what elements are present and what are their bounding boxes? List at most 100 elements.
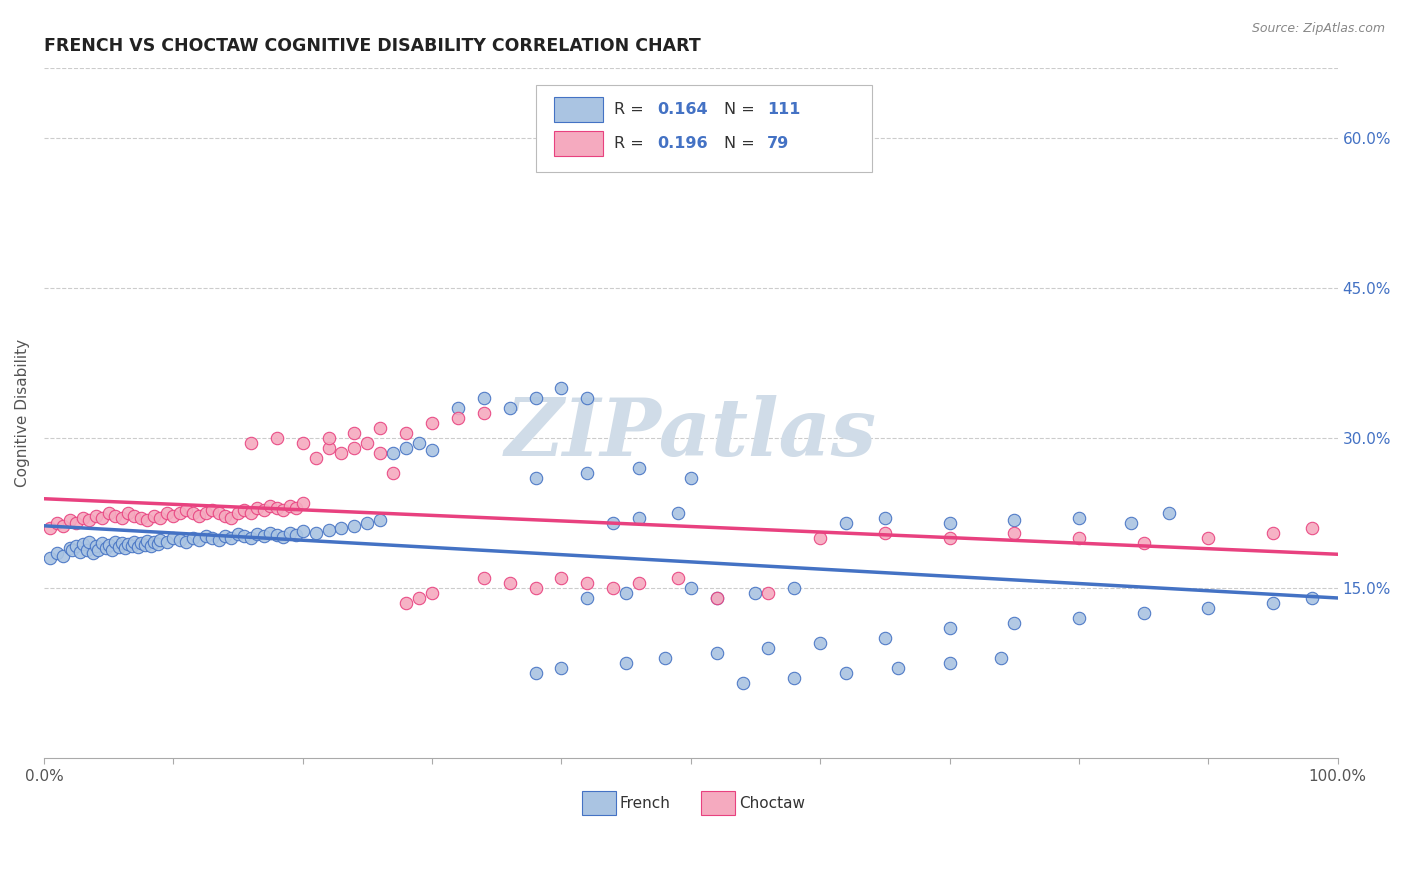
FancyBboxPatch shape (554, 131, 603, 156)
Point (253, 503, 276, 517)
Point (146, 537, 169, 551)
Point (134, 538, 156, 552)
Point (239, 436, 262, 450)
Point (990, 651, 1012, 665)
Point (278, 526, 301, 541)
Point (627, 511, 650, 525)
Point (666, 506, 689, 520)
Point (602, 516, 624, 530)
Point (602, 581, 624, 595)
Point (666, 571, 689, 585)
Point (291, 496, 314, 510)
Text: Source: ZipAtlas.com: Source: ZipAtlas.com (1251, 22, 1385, 36)
Point (97, 538, 120, 552)
Point (266, 528, 288, 542)
Point (174, 535, 197, 549)
Point (82, 546, 104, 560)
Point (91, 511, 114, 525)
Point (576, 576, 599, 591)
Point (938, 531, 960, 545)
Text: ZIPatlas: ZIPatlas (505, 395, 877, 473)
Point (330, 446, 353, 460)
Point (77, 513, 100, 527)
Point (835, 516, 858, 530)
Point (156, 506, 179, 520)
Point (744, 586, 766, 600)
Point (114, 541, 136, 556)
Point (72, 537, 94, 551)
Point (368, 421, 391, 435)
Point (127, 540, 149, 554)
Point (149, 511, 172, 525)
Point (271, 530, 294, 544)
Text: 111: 111 (768, 102, 800, 117)
Point (226, 506, 249, 520)
Point (304, 451, 326, 466)
Point (576, 591, 599, 606)
Point (938, 656, 960, 670)
Point (104, 509, 127, 524)
Point (214, 509, 236, 524)
Point (614, 586, 637, 600)
Point (221, 511, 243, 525)
Point (343, 519, 366, 533)
Point (524, 471, 547, 485)
Point (330, 521, 353, 535)
Point (524, 391, 547, 405)
Point (1002, 616, 1025, 631)
Y-axis label: Cognitive Disability: Cognitive Disability (15, 339, 30, 487)
Point (783, 581, 806, 595)
Point (214, 529, 236, 543)
Point (498, 401, 520, 416)
Point (614, 656, 637, 670)
Point (1119, 516, 1142, 530)
Point (1067, 611, 1090, 625)
Point (52, 519, 75, 533)
Point (110, 511, 132, 525)
Point (149, 533, 172, 548)
Point (266, 431, 288, 445)
Point (576, 466, 599, 480)
Point (938, 621, 960, 635)
Point (72, 511, 94, 525)
Point (382, 446, 405, 460)
Point (498, 576, 520, 591)
Point (239, 531, 262, 545)
Text: N =: N = (724, 102, 761, 117)
Text: 0.196: 0.196 (657, 136, 707, 152)
Point (124, 509, 146, 524)
Point (271, 503, 294, 517)
Point (69, 545, 91, 559)
Point (1197, 531, 1219, 545)
Point (524, 581, 547, 595)
Point (181, 531, 204, 545)
Point (356, 436, 378, 450)
Point (420, 443, 443, 458)
Point (94, 541, 117, 556)
Point (169, 506, 191, 520)
Point (343, 441, 366, 455)
Point (447, 401, 470, 416)
Point (201, 503, 224, 517)
Point (395, 596, 418, 610)
Point (108, 540, 131, 554)
Text: 79: 79 (768, 136, 789, 152)
Point (291, 524, 314, 538)
Point (129, 536, 152, 550)
Point (194, 529, 217, 543)
Point (873, 526, 896, 541)
Point (654, 651, 676, 665)
Point (758, 586, 780, 600)
Point (835, 666, 858, 681)
Point (472, 571, 495, 585)
Point (1067, 531, 1090, 545)
Point (207, 506, 229, 520)
Point (60, 543, 83, 558)
Point (188, 509, 211, 524)
Point (887, 661, 910, 675)
Point (142, 535, 165, 549)
Point (253, 529, 276, 543)
Point (201, 531, 224, 545)
Point (124, 535, 146, 549)
Point (84, 509, 107, 524)
